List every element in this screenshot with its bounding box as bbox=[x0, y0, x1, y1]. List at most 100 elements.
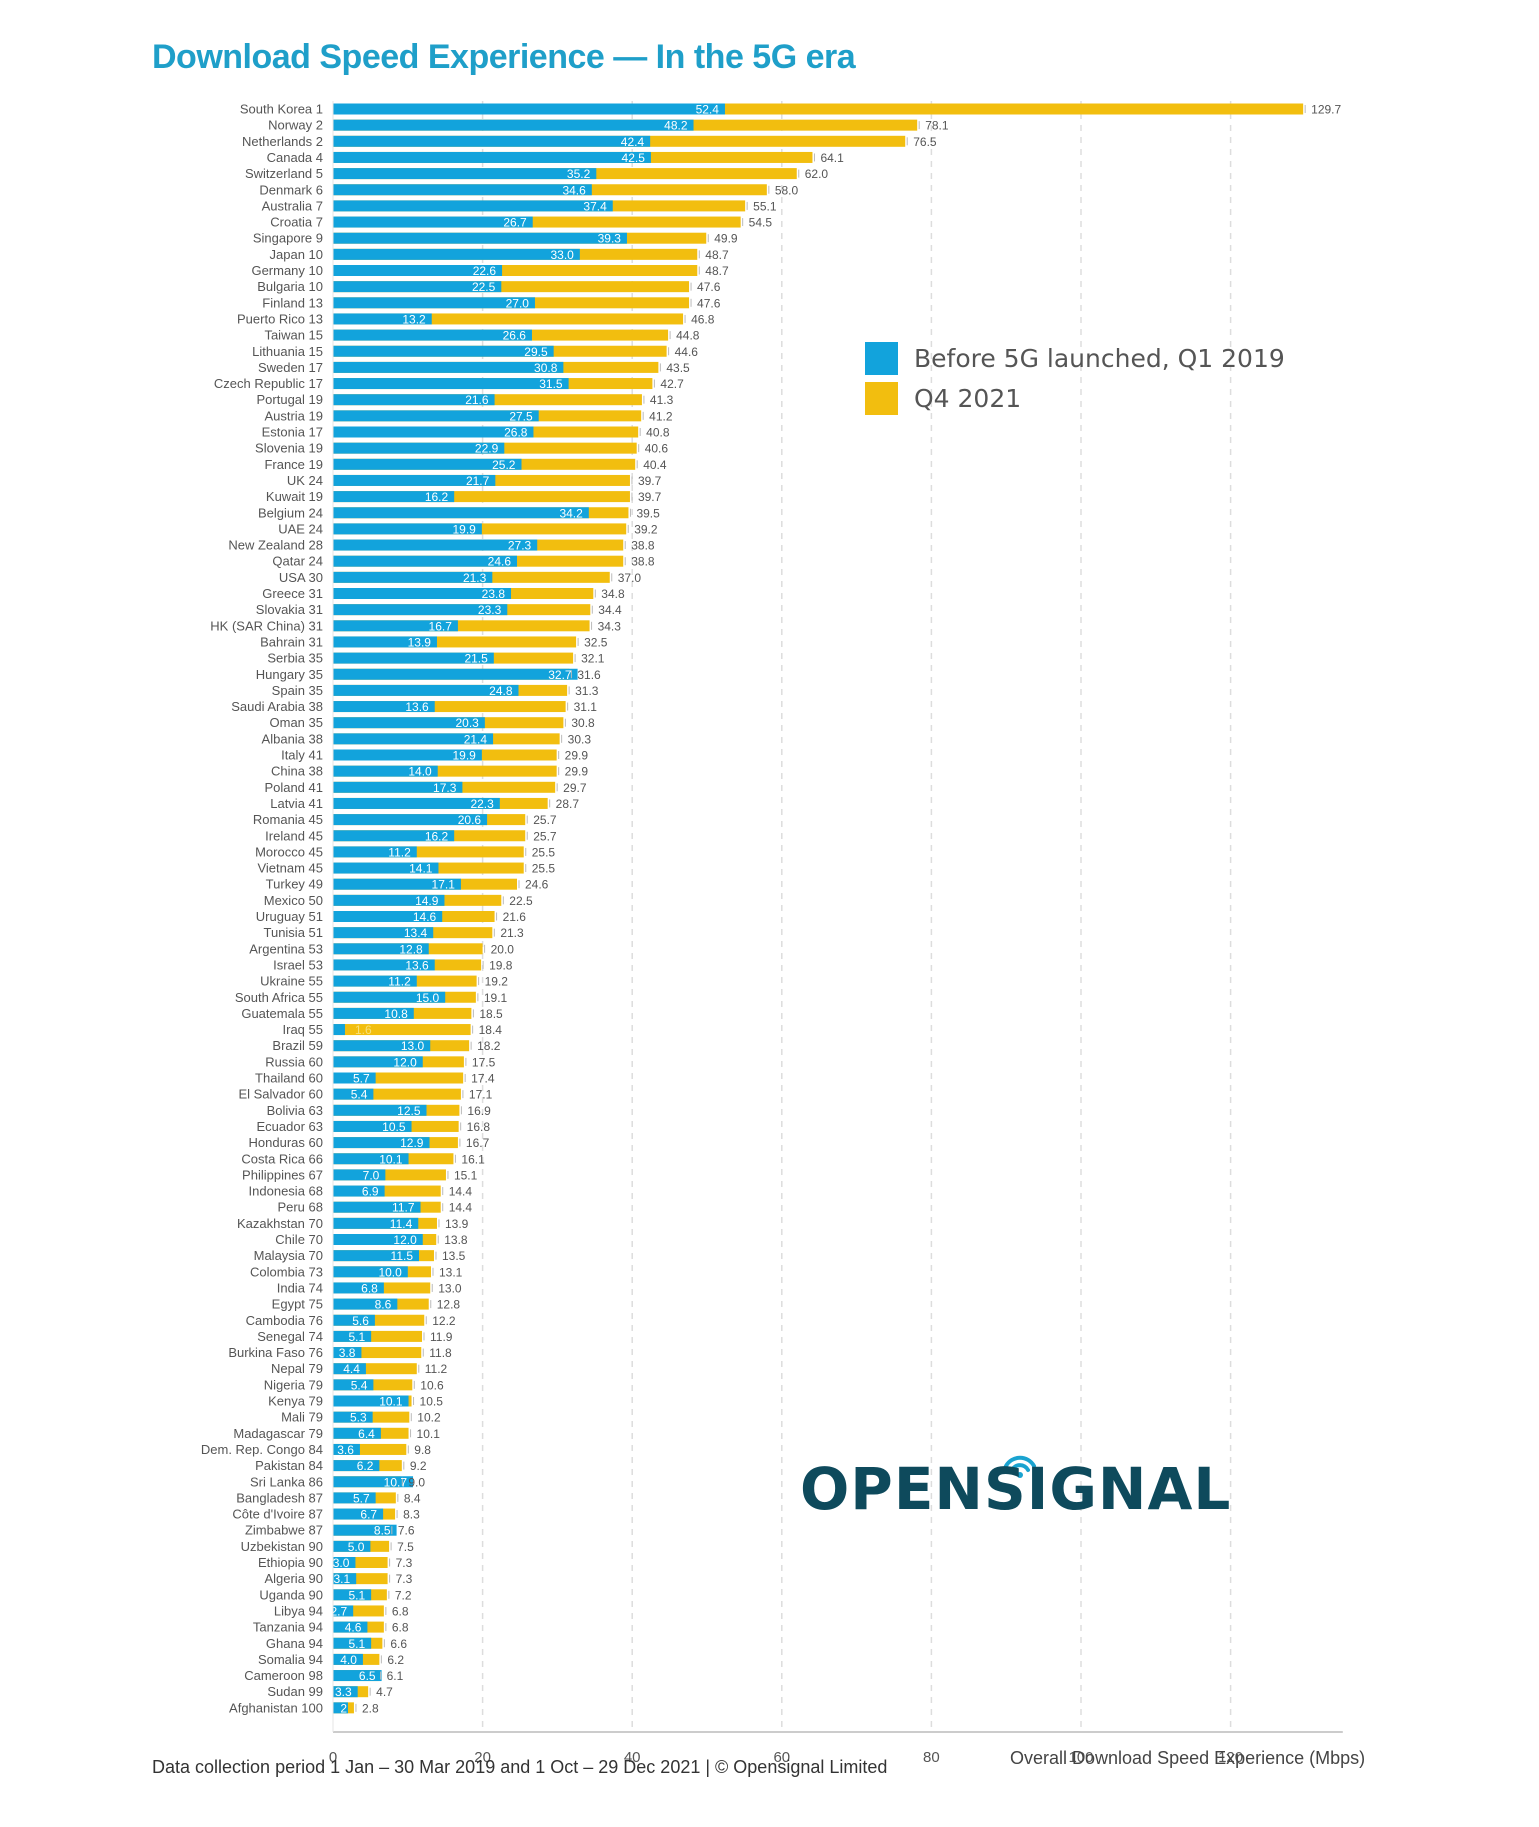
y-category-label: Pakistan 84 bbox=[255, 1458, 323, 1473]
data-label-before: 27.0 bbox=[506, 296, 530, 310]
bar-before-5g bbox=[333, 1007, 414, 1019]
data-label-q4-2021: 47.6 bbox=[697, 296, 721, 310]
data-label-q4-2021: 17.5 bbox=[472, 1055, 496, 1069]
data-label-q4-2021: 14.4 bbox=[449, 1185, 473, 1199]
y-category-label: Netherlands 2 bbox=[242, 134, 323, 149]
bar-q4-2021 bbox=[333, 1330, 423, 1342]
y-category-label: Kazakhstan 70 bbox=[237, 1216, 323, 1231]
data-label-before: 30.8 bbox=[534, 361, 558, 375]
y-category-label: Italy 41 bbox=[281, 748, 323, 763]
data-label-before: 35.2 bbox=[567, 167, 591, 181]
data-label-q4-2021: 13.8 bbox=[444, 1233, 468, 1247]
data-label-before: 13.6 bbox=[405, 958, 429, 972]
bar-before-5g bbox=[333, 329, 532, 341]
bar-before-5g bbox=[333, 846, 417, 858]
data-label-q4-2021: 16.9 bbox=[467, 1104, 491, 1118]
data-label-q4-2021: 18.2 bbox=[477, 1039, 501, 1053]
data-label-q4-2021: 13.9 bbox=[445, 1217, 469, 1231]
data-label-before: 3.0 bbox=[333, 1556, 350, 1570]
gridlines bbox=[481, 101, 1232, 1732]
bar-before-5g bbox=[333, 1379, 374, 1391]
bar-before-5g bbox=[333, 1524, 397, 1536]
data-label-q4-2021: 54.5 bbox=[749, 216, 773, 230]
bar-before-5g bbox=[333, 1395, 409, 1407]
data-label-before: 6.5 bbox=[359, 1669, 376, 1683]
data-label-q4-2021: 31.3 bbox=[575, 684, 599, 698]
bar-before-5g bbox=[333, 345, 554, 357]
data-label-q4-2021: 41.2 bbox=[649, 409, 673, 423]
bar-before-5g bbox=[333, 1573, 357, 1585]
y-category-label: Tunisia 51 bbox=[264, 925, 324, 940]
y-category-label: Switzerland 5 bbox=[245, 166, 323, 181]
data-label-before: 6.4 bbox=[358, 1427, 375, 1441]
y-category-label: Malaysia 70 bbox=[254, 1248, 323, 1263]
y-category-label: Ghana 94 bbox=[266, 1636, 323, 1651]
data-label-q4-2021: 11.2 bbox=[425, 1362, 448, 1376]
bar-before-5g bbox=[333, 474, 496, 486]
y-category-label: India 74 bbox=[277, 1280, 323, 1295]
data-label-q4-2021: 41.3 bbox=[650, 393, 674, 407]
x-axis: 0 20 40 60 80 100 120 bbox=[329, 101, 1343, 1766]
bar-before-5g bbox=[333, 701, 435, 713]
data-label-q4-2021: 17.4 bbox=[471, 1072, 495, 1086]
bar-q4-2021 bbox=[333, 491, 630, 503]
y-category-label: Indonesia 68 bbox=[249, 1184, 323, 1199]
bar-before-5g bbox=[333, 232, 627, 244]
y-category-label: Afghanistan 100 bbox=[229, 1700, 323, 1715]
y-category-label: Israel 53 bbox=[273, 957, 323, 972]
data-label-before: 6.2 bbox=[357, 1459, 374, 1473]
bar-q4-2021 bbox=[333, 846, 524, 858]
data-label-before: 13.4 bbox=[404, 926, 428, 940]
y-category-label: Denmark 6 bbox=[259, 182, 323, 197]
y-category-label: Uganda 90 bbox=[259, 1587, 323, 1602]
bar-before-5g bbox=[333, 1250, 420, 1262]
data-label-q4-2021: 11.8 bbox=[429, 1346, 452, 1360]
data-label-q4-2021: 6.8 bbox=[392, 1621, 409, 1635]
data-label-before: 10.1 bbox=[379, 1395, 403, 1409]
data-label-q4-2021: 8.3 bbox=[403, 1508, 420, 1522]
bar-q4-2021 bbox=[333, 1557, 388, 1568]
data-label-before: 3.8 bbox=[339, 1346, 356, 1360]
y-category-label: Russia 60 bbox=[265, 1054, 323, 1069]
bar-q4-2021 bbox=[333, 216, 741, 228]
data-label-q4-2021: 40.4 bbox=[643, 458, 667, 472]
data-label-before: 24.8 bbox=[489, 684, 513, 698]
data-label-q4-2021: 47.6 bbox=[697, 280, 721, 294]
bar-q4-2021 bbox=[333, 1072, 464, 1084]
data-label-q4-2021: 16.1 bbox=[461, 1152, 485, 1166]
y-category-label: Ethiopia 90 bbox=[258, 1555, 323, 1570]
data-label-before: 2.7 bbox=[331, 1604, 348, 1618]
y-category-label: Slovakia 31 bbox=[256, 602, 323, 617]
y-category-label: Nepal 79 bbox=[271, 1361, 323, 1376]
data-label-q4-2021: 22.5 bbox=[509, 894, 533, 908]
data-label-before: 5.7 bbox=[353, 1072, 370, 1086]
data-label-before: 6.7 bbox=[360, 1508, 377, 1522]
bar-before-5g bbox=[333, 1217, 419, 1229]
data-label-before: 26.7 bbox=[503, 216, 527, 230]
bar-before-5g bbox=[333, 1072, 376, 1084]
data-label-q4-2021: 17.1 bbox=[469, 1088, 493, 1102]
y-category-label: New Zealand 28 bbox=[228, 538, 323, 553]
bar-before-5g bbox=[333, 636, 437, 648]
y-category-label: Brazil 59 bbox=[272, 1038, 323, 1053]
data-label-before: 11.7 bbox=[392, 1201, 415, 1215]
data-label-q4-2021: 42.7 bbox=[660, 377, 684, 391]
bar-before-5g bbox=[333, 1476, 414, 1488]
y-category-label: Oman 35 bbox=[270, 715, 323, 730]
bar-before-5g bbox=[333, 1460, 380, 1472]
data-label-q4-2021: 16.7 bbox=[466, 1136, 490, 1150]
data-label-before: 11.2 bbox=[388, 845, 411, 859]
data-label-q4-2021: 21.3 bbox=[500, 926, 524, 940]
bar-q4-2021 bbox=[333, 265, 698, 276]
y-category-label: Bangladesh 87 bbox=[236, 1490, 323, 1505]
y-category-label: Egypt 75 bbox=[272, 1297, 323, 1312]
data-label-q4-2021: 6.6 bbox=[390, 1637, 407, 1651]
y-category-label: Australia 7 bbox=[262, 198, 323, 213]
data-label-q4-2021: 6.2 bbox=[387, 1653, 404, 1667]
data-label-before: 21.3 bbox=[463, 571, 487, 585]
y-category-label: Austria 19 bbox=[264, 408, 323, 423]
data-label-before: 21.6 bbox=[465, 393, 489, 407]
data-label-before: 19.9 bbox=[452, 522, 476, 536]
y-category-label: Japan 10 bbox=[270, 247, 324, 262]
